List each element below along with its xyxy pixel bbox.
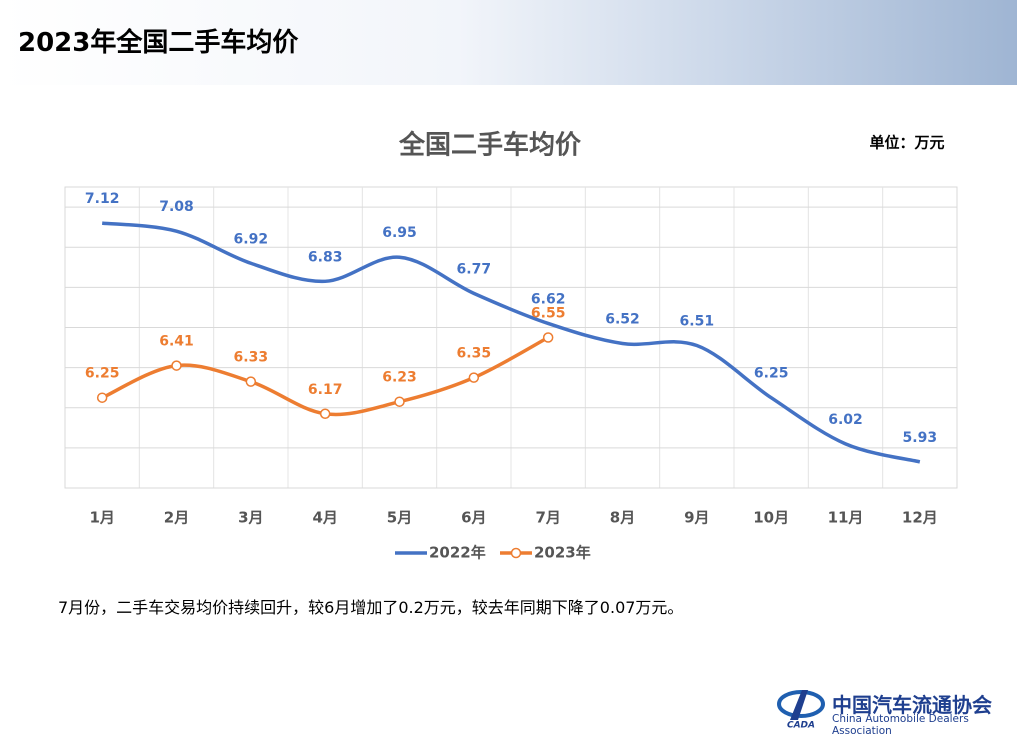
- x-tick-label: 12月: [902, 509, 938, 527]
- data-label: 6.83: [308, 249, 343, 265]
- data-label: 6.23: [382, 370, 417, 386]
- legend-label: 2023年: [534, 544, 591, 562]
- data-label: 5.93: [903, 430, 938, 446]
- data-label: 6.41: [159, 334, 194, 350]
- data-label: 6.95: [382, 225, 417, 241]
- note: 7月份，二手车交易均价持续回升，较6月增加了0.2万元，较去年同期下降了0.07…: [58, 598, 684, 617]
- chart-title: 全国二手车均价: [398, 130, 582, 161]
- org-name: 中国汽车流通协会: [832, 693, 992, 717]
- data-label: 6.52: [605, 312, 640, 328]
- data-label: 6.62: [531, 291, 566, 307]
- logo: CADA: [777, 690, 825, 731]
- series-line: [101, 221, 921, 464]
- data-label: 6.51: [680, 314, 715, 330]
- x-tick-label: 4月: [312, 509, 337, 527]
- slide-title: 2023年全国二手车均价: [18, 28, 299, 58]
- x-tick-label: 10月: [753, 509, 789, 527]
- data-label: 6.92: [234, 231, 269, 247]
- legend-marker: [510, 547, 522, 559]
- data-label: 6.25: [85, 366, 120, 382]
- data-label: 6.55: [531, 306, 566, 322]
- x-tick-label: 9月: [684, 509, 709, 527]
- svg-text:CADA: CADA: [787, 721, 815, 731]
- data-label: 6.35: [457, 346, 492, 362]
- point-marker: [468, 372, 480, 383]
- data-label: 6.17: [308, 382, 343, 398]
- data-label: 6.25: [754, 366, 789, 382]
- x-tick-label: 2月: [164, 509, 189, 527]
- point-marker: [245, 376, 257, 387]
- point-marker: [96, 392, 108, 403]
- unit-label: 单位：万元: [869, 134, 944, 152]
- point-marker: [319, 408, 331, 420]
- legend-label: 2022年: [429, 544, 486, 562]
- x-tick-label: 3月: [238, 509, 263, 527]
- data-label: 6.77: [457, 261, 492, 277]
- point-marker: [394, 396, 405, 407]
- x-tick-label: 5月: [387, 509, 412, 527]
- data-label: 7.08: [159, 199, 194, 215]
- point-marker: [542, 332, 554, 343]
- x-tick-label: 11月: [828, 509, 864, 527]
- chart: 全国二手车均价 单位：万元 1月 2月 3月 4月 5月 6月 7月 8月 9月 10月 11月 12…: [64, 130, 958, 562]
- data-label: 7.12: [85, 191, 120, 207]
- x-tick-label: 6月: [461, 509, 486, 527]
- point-marker: [171, 360, 182, 371]
- header-band: 2023年全国二手车均价: [0, 0, 1017, 85]
- x-tick-label: 1月: [89, 509, 114, 527]
- x-tick-label: 7月: [535, 509, 560, 527]
- x-tick-label: 8月: [610, 509, 635, 527]
- org-name-en: China Automobile Dealers Association: [832, 713, 969, 737]
- data-label: 6.02: [828, 412, 863, 428]
- data-label: 6.33: [234, 350, 269, 366]
